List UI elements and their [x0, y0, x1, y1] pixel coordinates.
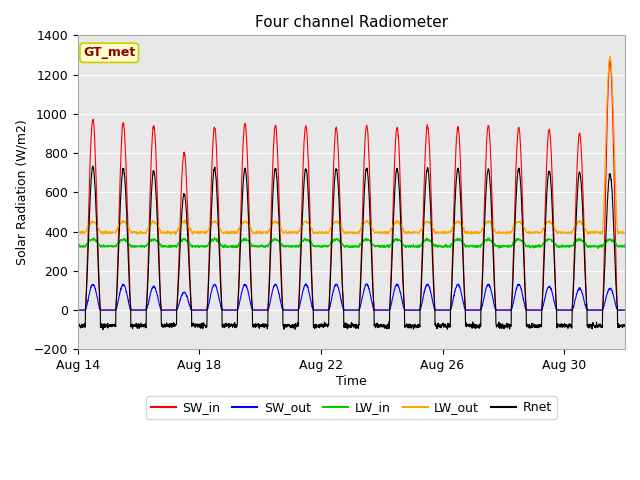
Title: Four channel Radiometer: Four channel Radiometer — [255, 15, 448, 30]
Legend: SW_in, SW_out, LW_in, LW_out, Rnet: SW_in, SW_out, LW_in, LW_out, Rnet — [146, 396, 557, 420]
Text: GT_met: GT_met — [83, 47, 136, 60]
X-axis label: Time: Time — [336, 375, 367, 388]
Y-axis label: Solar Radiation (W/m2): Solar Radiation (W/m2) — [15, 120, 28, 265]
